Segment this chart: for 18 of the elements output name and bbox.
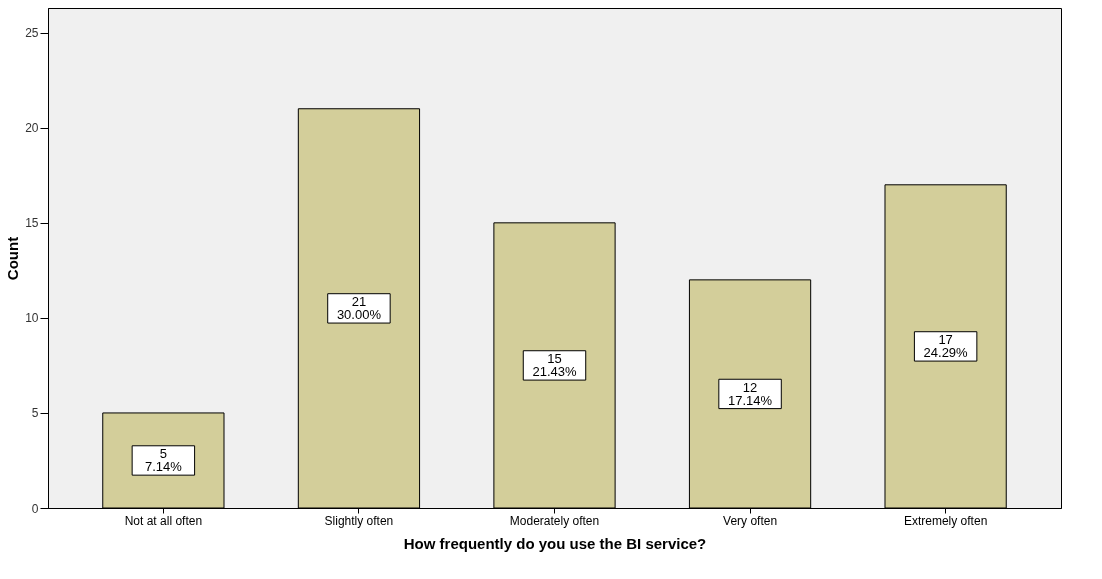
x-tick-label: Extremely often	[903, 513, 988, 528]
x-tick-label: Moderately often	[509, 513, 600, 528]
y-tick-label: 0	[31, 501, 39, 516]
y-tick-label: 25	[25, 26, 39, 41]
y-tick-label: 20	[25, 121, 39, 136]
x-tick-label: Slightly often	[324, 513, 394, 528]
data-label: 21 30.00%	[336, 294, 382, 323]
data-label: 15 21.43%	[532, 351, 577, 380]
x-tick-label: Not at all often	[124, 513, 203, 528]
data-label: 12 17.14%	[728, 379, 773, 408]
x-axis-title: How frequently do you use the BI service?	[403, 534, 707, 552]
y-tick-label: 15	[25, 216, 39, 231]
data-label: 5 7.14%	[144, 446, 183, 475]
y-tick-label: 5	[31, 406, 39, 421]
data-label: 17 24.29%	[923, 332, 969, 361]
x-tick-label: Very often	[723, 513, 778, 528]
y-axis-title: Count	[4, 236, 22, 281]
y-tick-label: 10	[25, 311, 39, 326]
